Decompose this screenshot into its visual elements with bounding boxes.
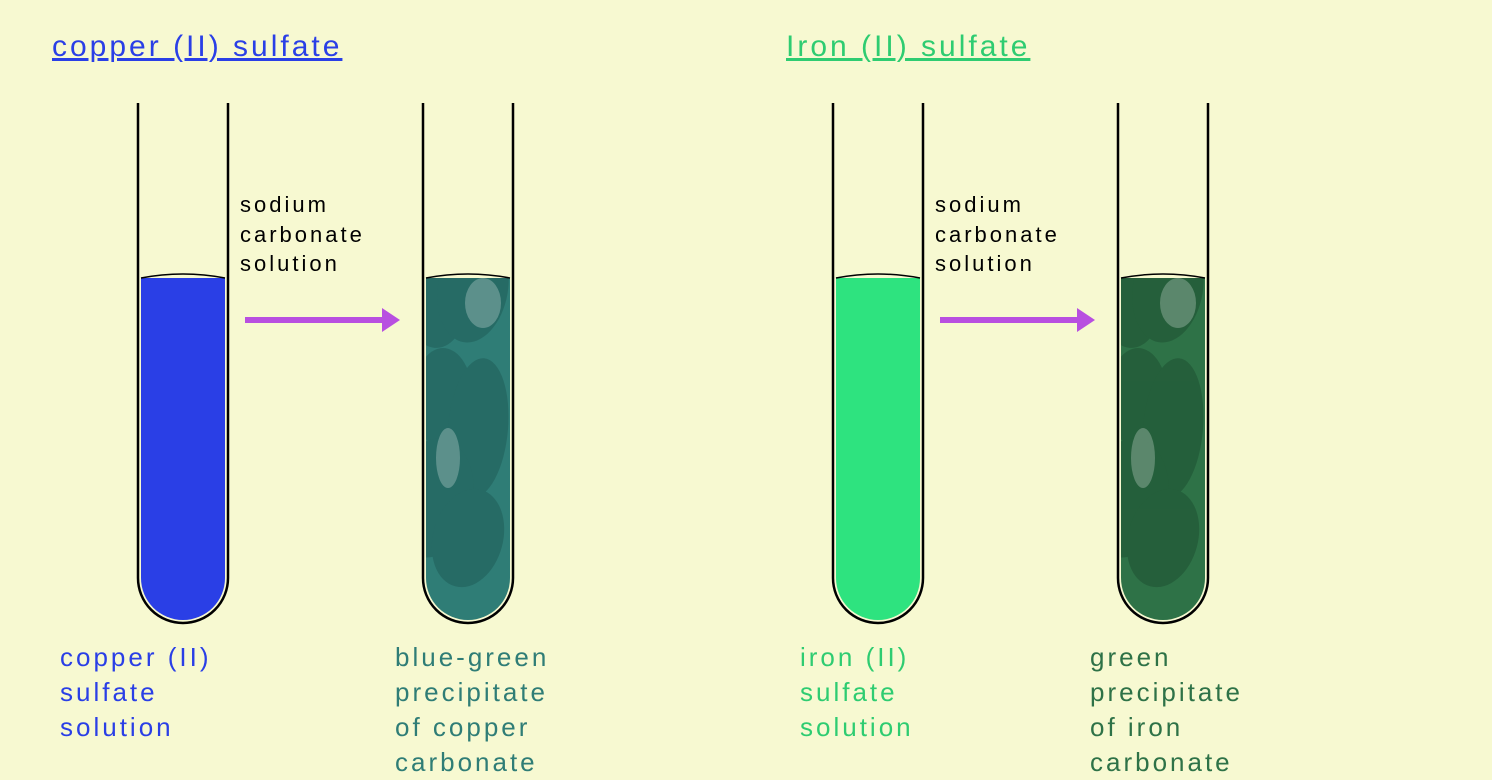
tube-copper-carbonate-precipitate	[420, 100, 516, 626]
caption-copper-carbonate: blue-green precipitate of copper carbona…	[395, 640, 549, 780]
caption-copper-sulfate-solution: copper (II) sulfate solution	[60, 640, 212, 745]
caption-iron-sulfate-solution: iron (II) sulfate solution	[800, 640, 914, 745]
caption-iron-carbonate: green precipitate of iron carbonate	[1090, 640, 1243, 780]
title-copper-sulfate: copper (II) sulfate	[52, 30, 342, 64]
reagent-label-right: sodium carbonate solution	[935, 190, 1060, 279]
tube-copper-sulfate-solution	[135, 100, 231, 626]
tube-iron-carbonate-precipitate	[1115, 100, 1211, 626]
tube-iron-sulfate-solution	[830, 100, 926, 626]
reagent-label-left: sodium carbonate solution	[240, 190, 365, 279]
title-iron-sulfate: Iron (II) sulfate	[786, 30, 1030, 64]
